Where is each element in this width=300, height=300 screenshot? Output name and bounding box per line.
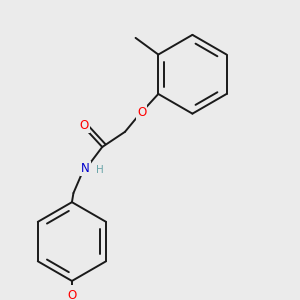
Text: O: O <box>80 119 89 132</box>
Text: O: O <box>137 106 146 118</box>
Text: O: O <box>67 289 76 300</box>
Text: N: N <box>81 162 90 175</box>
Text: H: H <box>96 165 104 175</box>
